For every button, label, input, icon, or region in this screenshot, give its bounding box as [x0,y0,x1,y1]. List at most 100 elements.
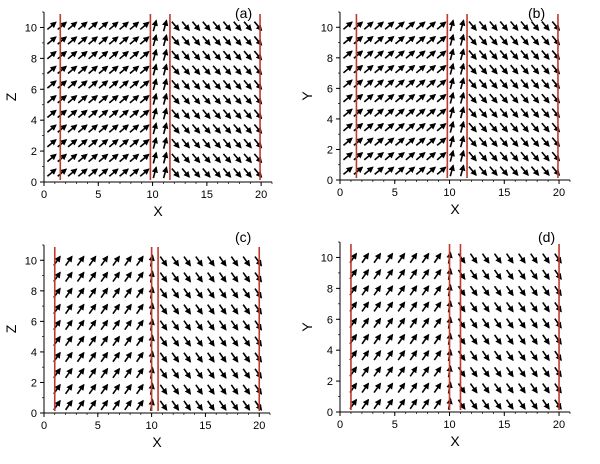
field-arrow [363,166,374,175]
field-arrow [520,50,529,60]
field-arrow [468,166,477,177]
field-arrow [57,50,68,60]
field-arrow [363,122,374,132]
field-arrow [541,166,550,177]
field-arrow [481,269,490,281]
field-arrow [206,320,215,331]
field-arrow [129,21,140,31]
field-arrow [171,320,180,331]
y-tick-label: 10 [321,252,333,264]
field-arrow [124,287,132,299]
field-arrow [405,151,416,161]
field-arrow [124,367,132,379]
field-arrow [469,399,478,410]
field-arrow [254,272,263,283]
field-arrow [171,167,180,178]
field-arrow [530,108,540,118]
field-arrow [233,167,242,178]
field-arrow [436,35,447,45]
field-arrow [151,34,158,47]
field-arrow [139,153,150,163]
field-arrow [212,21,221,32]
x-tick-label: 10 [146,189,158,201]
field-arrow [88,383,97,395]
field-arrow [98,21,109,31]
field-arrow [499,151,509,162]
field-arrow [129,168,140,177]
field-arrow [405,137,416,146]
field-arrow [183,272,192,283]
field-arrow [98,153,109,163]
field-arrow [212,35,221,46]
field-arrow [98,80,109,89]
field-arrow [230,352,239,363]
field-arrow [433,317,442,329]
field-arrow [520,166,529,177]
field-arrow [489,64,498,75]
field-arrow [119,124,129,133]
field-arrow [171,288,180,299]
x-tick-label: 5 [95,420,101,432]
field-arrow [363,151,374,161]
field-arrow [363,35,374,45]
field-arrow [139,109,150,119]
field-arrow [468,50,477,60]
field-arrow [394,108,405,117]
field-arrow [353,21,364,30]
field-arrow [64,399,73,411]
field-arrow [206,384,215,395]
field-arrow [67,94,78,104]
field-arrow [243,138,252,149]
field-arrow [505,383,514,394]
field-arrow [112,319,120,331]
field-arrow [233,21,242,32]
field-arrow [363,93,374,103]
field-arrow [218,304,227,315]
field-arrow [159,272,168,283]
field-arrow [100,255,109,267]
field-arrow [100,303,109,315]
field-arrow [162,107,169,120]
field-arrow [202,79,211,90]
field-arrow [530,399,538,410]
field-arrow [394,122,405,132]
field-arrow [119,139,129,148]
field-arrow [67,168,78,177]
field-arrow [206,288,215,299]
field-arrow [353,79,364,88]
field-arrow [119,65,129,75]
field-arrow [129,36,140,45]
field-arrow [457,334,466,345]
field-arrow [100,399,109,411]
field-arrow [191,138,201,149]
field-arrow [493,350,502,362]
field-arrow [493,383,502,394]
field-arrow [433,350,442,361]
field-arrow [530,350,538,362]
field-arrow [459,62,466,75]
field-arrow [489,35,498,46]
field-arrow [242,352,251,363]
field-arrow [505,285,514,297]
field-arrow [409,268,418,280]
field-arrow [76,271,85,283]
field-arrow [405,93,416,103]
field-arrow [421,317,430,329]
field-arrow [159,288,168,299]
field-arrow [233,50,242,61]
field-arrow [385,252,394,264]
field-arrow [57,153,68,163]
field-arrow [409,398,418,410]
field-arrow [100,367,109,379]
field-arrow [222,50,232,61]
field-arrow [243,167,252,178]
field-arrow [530,50,540,60]
field-arrow [405,50,416,59]
field-arrow [394,151,405,161]
field-arrow [361,268,370,280]
field-arrow [233,79,242,90]
field-arrow [505,334,514,345]
field-arrow [243,65,252,76]
field-arrow [554,350,562,362]
y-tick-label: 4 [327,114,333,126]
